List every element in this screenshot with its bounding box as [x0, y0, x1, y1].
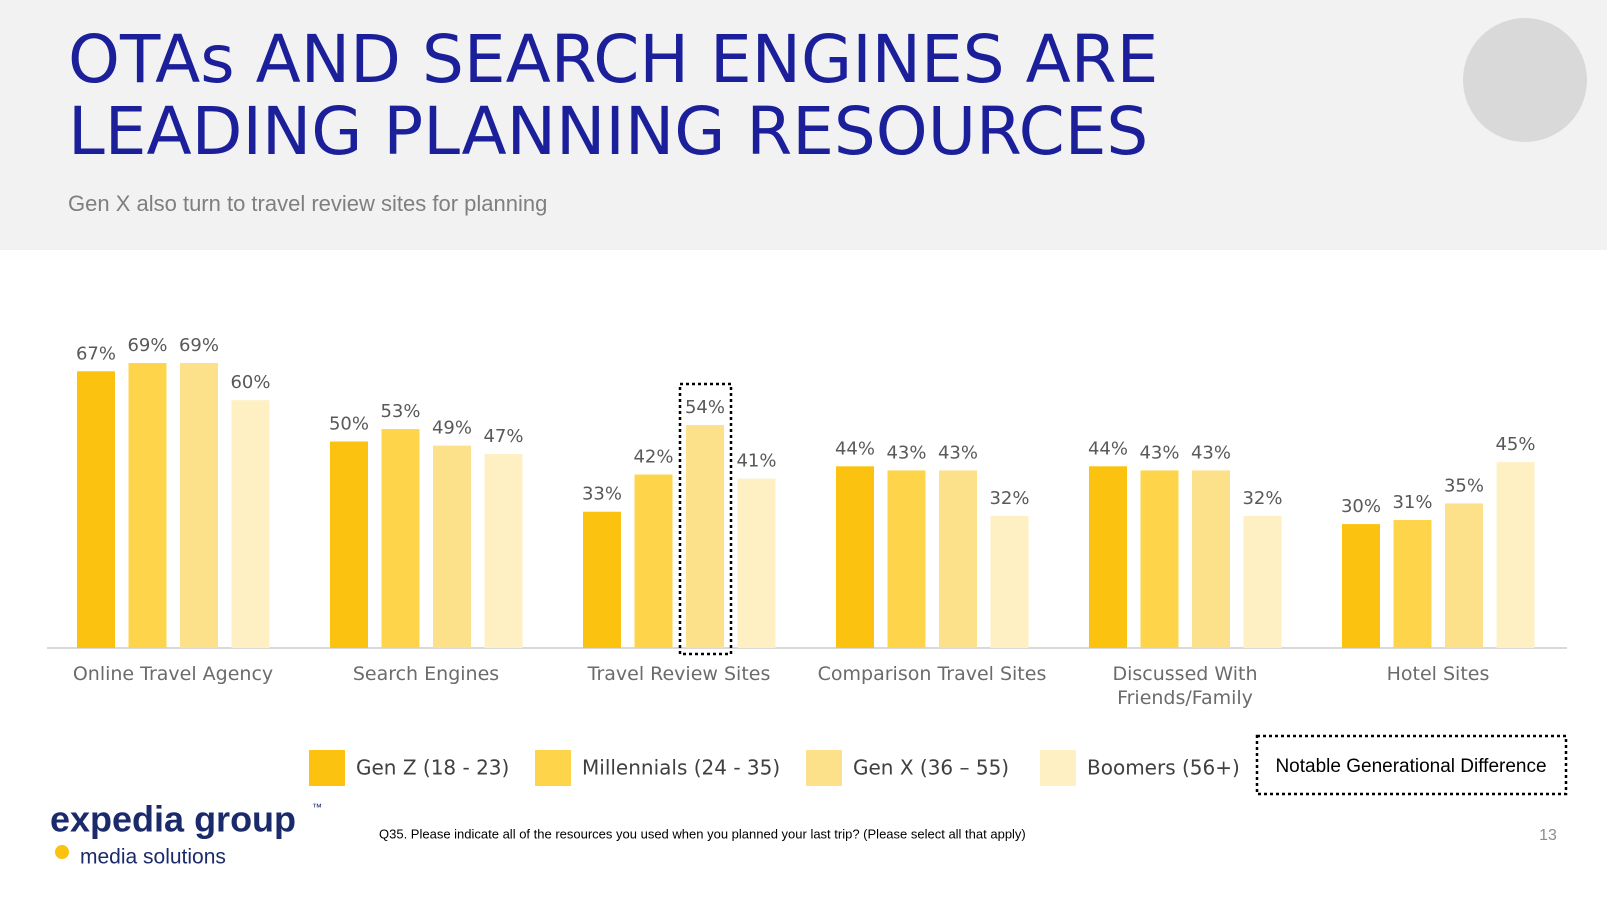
value-label: 43%	[1139, 442, 1179, 463]
x-tick-label: Hotel Sites	[1386, 663, 1490, 685]
value-label: 69%	[179, 335, 219, 356]
value-label: 41%	[736, 451, 776, 472]
value-label: 53%	[380, 401, 420, 422]
legend-label: Gen Z (18 - 23)	[356, 756, 509, 780]
value-label: 33%	[582, 484, 622, 505]
bar	[1089, 466, 1127, 648]
bar	[1140, 470, 1179, 648]
value-label: 31%	[1392, 492, 1432, 513]
bar	[634, 474, 673, 648]
value-label: 47%	[483, 426, 523, 447]
value-label: 45%	[1495, 434, 1535, 455]
annotation: Notable Generational Difference	[1275, 756, 1546, 777]
legend-swatch	[806, 750, 842, 786]
bar	[484, 453, 523, 648]
x-tick-label: Travel Review Sites	[587, 663, 771, 685]
bar	[737, 478, 776, 648]
value-label: 43%	[938, 442, 978, 463]
logo-tm: ™	[312, 803, 322, 814]
x-tick-label: Comparison Travel Sites	[817, 663, 1047, 685]
bar	[1393, 519, 1432, 648]
header-band	[0, 0, 1607, 250]
bar	[1496, 462, 1535, 648]
value-label: 30%	[1341, 496, 1381, 517]
value-label: 42%	[633, 447, 673, 468]
legend-swatch	[535, 750, 571, 786]
title-line: OTAs AND SEARCH ENGINES ARE	[68, 21, 1158, 98]
bar	[180, 363, 218, 648]
logo-bulb	[55, 845, 69, 859]
value-label: 43%	[886, 442, 926, 463]
value-label: 32%	[1242, 488, 1282, 509]
bar	[686, 424, 724, 648]
bar	[128, 363, 167, 648]
flag-icon	[1463, 18, 1587, 142]
value-label: 49%	[432, 418, 472, 439]
bar	[433, 445, 471, 648]
bar	[231, 400, 270, 648]
value-label: 54%	[685, 397, 725, 418]
highlight-box	[678, 382, 733, 656]
x-tick-label: Discussed With Friends/Family	[1112, 663, 1258, 709]
bar	[939, 470, 977, 648]
annotation-box	[1255, 734, 1568, 796]
value-label: 32%	[989, 488, 1029, 509]
bar	[1445, 503, 1483, 648]
bar	[836, 466, 874, 648]
value-label: 35%	[1444, 475, 1484, 496]
value-label: 50%	[329, 414, 369, 435]
value-label: 44%	[1088, 438, 1128, 459]
bar	[1342, 524, 1380, 648]
value-label: 67%	[76, 343, 116, 364]
legend-label: Gen X (36 – 55)	[853, 756, 1009, 780]
bar	[583, 511, 621, 648]
bar	[330, 441, 368, 648]
subtitle: Gen X also turn to travel review sites f…	[68, 191, 547, 216]
logo-tagline: media solutions	[80, 846, 226, 869]
legend-label: Boomers (56+)	[1087, 756, 1240, 780]
value-label: 44%	[835, 438, 875, 459]
bar	[381, 429, 420, 648]
value-label: 43%	[1191, 442, 1231, 463]
legend-swatch	[1040, 750, 1076, 786]
bar	[990, 515, 1029, 648]
legend-swatch	[309, 750, 345, 786]
title-line: LEADING PLANNING RESOURCES	[68, 93, 1148, 170]
bar	[1243, 515, 1282, 648]
value-label: 69%	[127, 335, 167, 356]
bar	[77, 371, 115, 648]
x-tick-label: Online Travel Agency	[72, 663, 274, 685]
legend-label: Millennials (24 - 35)	[582, 756, 780, 780]
logo-brand: expedia group	[50, 799, 296, 840]
footnote: Q35. Please indicate all of the resource…	[379, 826, 1026, 841]
page-number: 13	[1539, 827, 1557, 844]
x-tick-label: Search Engines	[352, 663, 500, 685]
bar	[887, 470, 926, 648]
bar	[1192, 470, 1230, 648]
value-label: 60%	[230, 372, 270, 393]
